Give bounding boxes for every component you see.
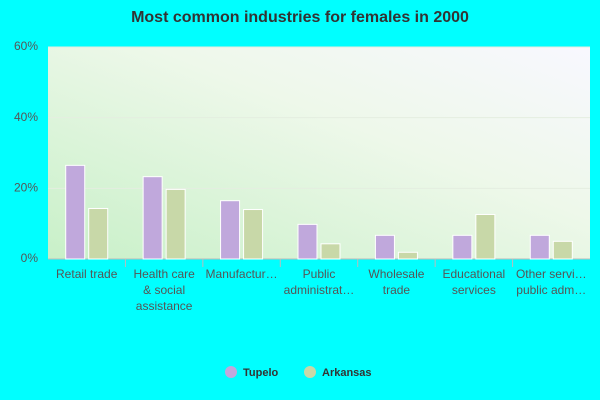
x-tick-label: Educational services (442, 267, 505, 297)
y-tick-label: 40% (14, 110, 38, 124)
legend-label: Tupelo (243, 367, 279, 379)
x-tick-label: Retail trade (56, 267, 118, 281)
chart-title: Most common industries for females in 20… (131, 9, 469, 26)
bar (374, 234, 395, 260)
bar (529, 234, 550, 260)
bar (142, 176, 163, 260)
plot-area (48, 47, 590, 259)
x-tick-label: Public administrat… (284, 267, 355, 297)
x-tick-label: Health care & social assistance (133, 267, 195, 313)
legend-swatch (304, 366, 316, 378)
x-tick-label: Wholesale trade (368, 267, 424, 297)
bar (243, 209, 264, 260)
bar (452, 234, 473, 260)
bar (88, 207, 109, 260)
bar (320, 243, 341, 260)
y-tick-label: 20% (14, 181, 38, 195)
bar (475, 213, 496, 260)
bar (397, 251, 418, 260)
bar (65, 164, 86, 260)
bar (165, 188, 186, 260)
y-tick-label: 60% (14, 39, 38, 53)
x-tick-label: Manufactur… (206, 267, 278, 281)
y-tick-label: 0% (21, 251, 39, 265)
x-tick-label: Other servi… public adm… (516, 267, 587, 297)
legend-label: Arkansas (322, 367, 372, 379)
legend-swatch (225, 366, 237, 378)
bar (297, 223, 318, 260)
bar (220, 200, 241, 260)
bar (552, 240, 573, 260)
